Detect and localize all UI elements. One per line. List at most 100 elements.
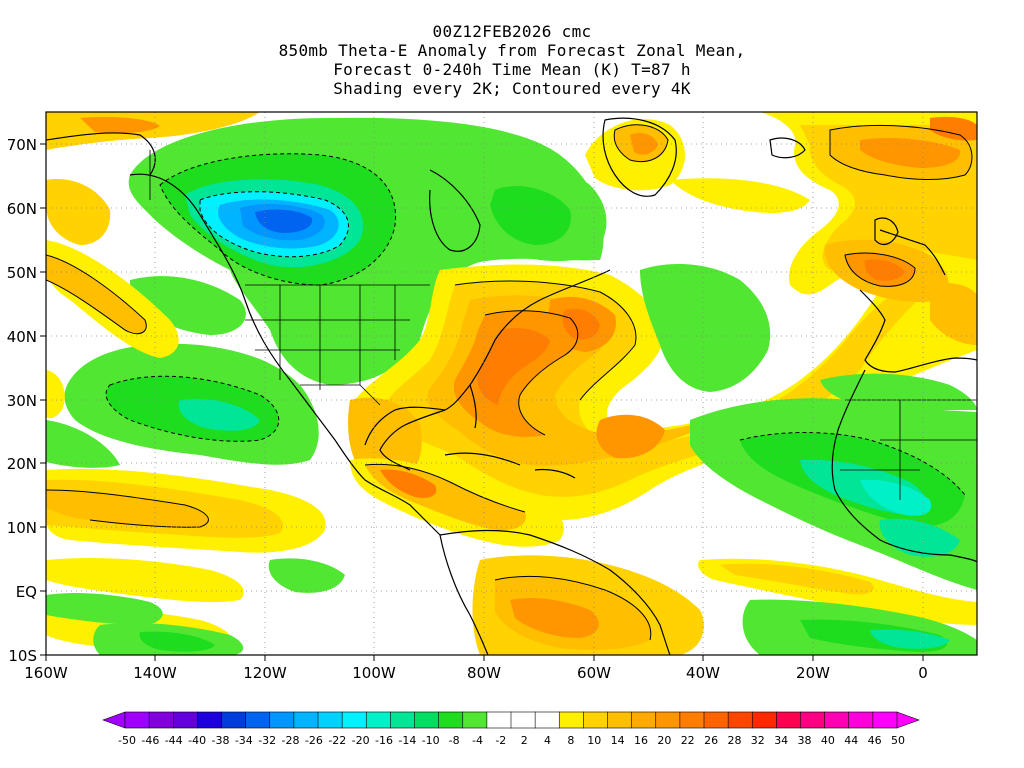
colorbar-label: -4 <box>472 734 483 747</box>
colorbar-label: 28 <box>728 734 742 747</box>
colorbar-label: -40 <box>188 734 206 747</box>
coastlines <box>46 117 977 655</box>
lat-label: 60N <box>7 200 37 218</box>
colorbar-swatch <box>148 711 174 729</box>
longitude-labels: 160W 140W 120W 100W 80W 60W 40W 20W 0 <box>24 664 928 682</box>
colorbar-label: -34 <box>235 734 253 747</box>
colorbar-swatch <box>800 711 826 729</box>
colorbar-swatch <box>341 711 367 729</box>
colorbar-swatch <box>727 711 753 729</box>
title-line-1: 00Z12FEB2026 cmc <box>432 22 592 41</box>
colorbar-label: -46 <box>141 734 159 747</box>
lon-label: 160W <box>24 664 68 682</box>
colorbar-label: 32 <box>751 734 765 747</box>
atlantic-positive-plume <box>351 210 977 520</box>
colorbar-label: 22 <box>681 734 695 747</box>
colorbar-swatch <box>848 711 874 729</box>
title-line-2: 850mb Theta-E Anomaly from Forecast Zona… <box>278 41 746 60</box>
lon-label: 80W <box>467 664 501 682</box>
lon-label: 60W <box>577 664 611 682</box>
europe-positive <box>585 112 977 345</box>
colorbar-swatch <box>317 711 343 729</box>
colorbar-swatch <box>293 711 319 729</box>
colorbar-label: -44 <box>165 734 183 747</box>
colorbar-label: 26 <box>704 734 718 747</box>
lon-label: 0 <box>918 664 928 682</box>
colorbar-swatch <box>510 711 536 729</box>
colorbar-label: 4 <box>544 734 551 747</box>
colorbar-label: 8 <box>567 734 574 747</box>
colorbar-label: -28 <box>282 734 300 747</box>
colorbar-label: 14 <box>611 734 625 747</box>
colorbar-label: 20 <box>657 734 671 747</box>
colorbar-label: -26 <box>305 734 323 747</box>
lon-label: 20W <box>796 664 830 682</box>
lon-label: 40W <box>686 664 720 682</box>
colorbar-label: -2 <box>495 734 506 747</box>
colorbar-label: -14 <box>398 734 416 747</box>
colorbar-swatch <box>365 711 391 729</box>
colorbar-swatch <box>269 711 295 729</box>
title-line-3: Forecast 0-240h Time Mean (K) T=87 h <box>333 60 691 79</box>
colorbar-label: -10 <box>422 734 440 747</box>
colorbar-label: -22 <box>328 734 346 747</box>
anomaly-field <box>46 112 977 655</box>
colorbar <box>102 711 920 729</box>
colorbar-label: -20 <box>352 734 370 747</box>
caribbean-positive <box>348 397 564 547</box>
colorbar-swatch <box>558 711 584 729</box>
lon-label: 100W <box>352 664 396 682</box>
colorbar-label: -50 <box>118 734 136 747</box>
colorbar-labels: -50 -46 -44 -40 -38 -34 -32 -28 -26 -22 -20 -16 -14-… <box>118 734 905 747</box>
colorbar-swatch <box>414 711 440 729</box>
colorbar-swatch <box>776 711 802 729</box>
tropical-negative-patches <box>46 420 977 655</box>
latitude-labels: 70N 60N 50N 40N 30N 20N 10N EQ 10S <box>7 136 37 665</box>
colorbar-label: 38 <box>798 734 812 747</box>
lat-label: 40N <box>7 328 37 346</box>
lat-label: 20N <box>7 455 37 473</box>
lat-label: 30N <box>7 392 37 410</box>
colorbar-label: -38 <box>212 734 230 747</box>
graticule <box>46 112 977 655</box>
colorbar-label: -32 <box>258 734 276 747</box>
colorbar-label: -16 <box>375 734 393 747</box>
colorbar-swatch <box>390 711 416 729</box>
lat-label: 70N <box>7 136 37 154</box>
colorbar-swatch <box>462 711 488 729</box>
colorbar-swatch <box>583 711 609 729</box>
colorbar-arrow-left <box>102 711 126 729</box>
colorbar-swatch <box>655 711 681 729</box>
colorbar-label: 34 <box>774 734 788 747</box>
plot-frame <box>45 111 978 656</box>
colorbar-label: 50 <box>891 734 905 747</box>
colorbar-label: -8 <box>449 734 460 747</box>
colorbar-arrow-right <box>896 711 920 729</box>
subtropical-atlantic-negative <box>640 264 977 590</box>
colorbar-swatch <box>631 711 657 729</box>
colorbar-swatch <box>679 711 705 729</box>
colorbar-swatch <box>486 711 512 729</box>
tick-marks <box>40 143 924 661</box>
colorbar-label: 44 <box>844 734 858 747</box>
colorbar-label: 2 <box>521 734 528 747</box>
lat-label: 50N <box>7 264 37 282</box>
colorbar-swatch <box>221 711 247 729</box>
colorbar-swatch <box>245 711 271 729</box>
lat-label: 10S <box>8 647 37 665</box>
colorbar-label: 10 <box>587 734 601 747</box>
colorbar-swatch <box>607 711 633 729</box>
colorbar-swatch <box>703 711 729 729</box>
colorbar-swatch <box>534 711 560 729</box>
colorbar-swatch <box>872 711 898 729</box>
colorbar-swatch <box>824 711 850 729</box>
pacific-negative-band <box>64 276 319 465</box>
lon-label: 120W <box>243 664 287 682</box>
eastern-canada-core <box>490 186 571 245</box>
colorbar-label: 40 <box>821 734 835 747</box>
colorbar-swatch <box>751 711 777 729</box>
colorbar-label: 46 <box>868 734 882 747</box>
colorbar-label: 16 <box>634 734 648 747</box>
lat-label: 10N <box>7 519 37 537</box>
